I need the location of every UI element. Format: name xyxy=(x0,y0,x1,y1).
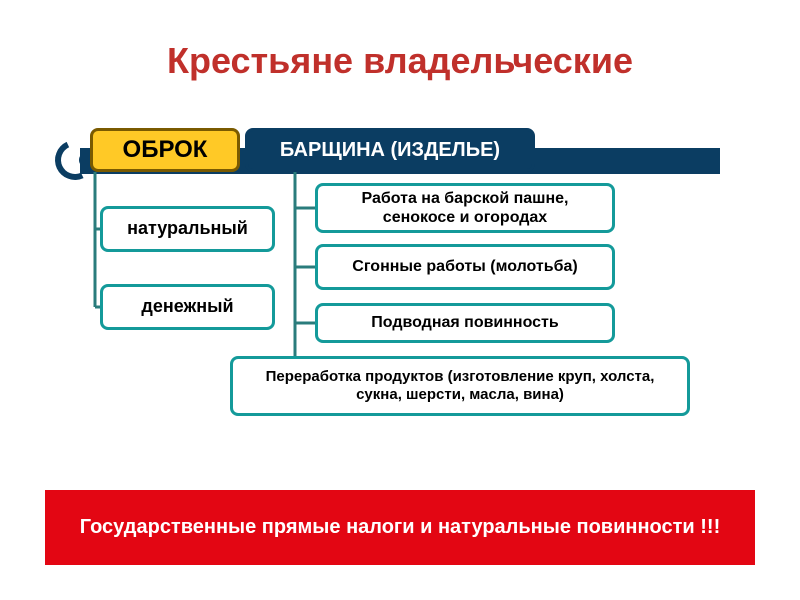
node-barshchina-label: БАРЩИНА (ИЗДЕЛЬЕ) xyxy=(258,138,522,162)
node-work2-label: Сгонные работы (молотьба) xyxy=(328,257,602,276)
node-work2: Сгонные работы (молотьба) xyxy=(315,244,615,290)
node-obrok-label: ОБРОК xyxy=(103,136,227,165)
node-work3: Подводная повинность xyxy=(315,303,615,343)
footer-banner: Государственные прямые налоги и натураль… xyxy=(45,490,755,565)
node-work1-label: Работа на барской пашне, сенокосе и огор… xyxy=(328,189,602,227)
node-natural: натуральный xyxy=(100,206,275,252)
node-obrok: ОБРОК xyxy=(90,128,240,172)
diagram: ОБРОК БАРЩИНА (ИЗДЕЛЬЕ) натуральный денежны… xyxy=(90,128,720,468)
node-work4: Переработка продуктов (изготовление круп… xyxy=(230,356,690,416)
page-title: Крестьяне владельческие xyxy=(0,0,800,102)
node-money-label: денежный xyxy=(113,296,262,318)
node-barshchina: БАРЩИНА (ИЗДЕЛЬЕ) xyxy=(245,128,535,172)
node-money: денежный xyxy=(100,284,275,330)
node-work1: Работа на барской пашне, сенокосе и огор… xyxy=(315,183,615,233)
node-work3-label: Подводная повинность xyxy=(328,313,602,332)
node-work4-label: Переработка продуктов (изготовление круп… xyxy=(243,368,677,404)
node-natural-label: натуральный xyxy=(113,218,262,240)
